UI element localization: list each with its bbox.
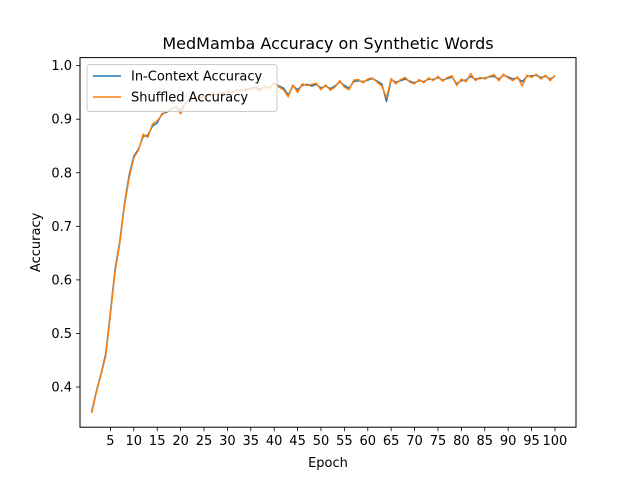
x-tick-label: 20 [172,434,189,449]
x-tick-label: 55 [336,434,353,449]
x-tick-label: 15 [149,434,166,449]
x-tick-label: 35 [243,434,260,449]
y-tick-label: 1.0 [51,59,72,74]
y-tick-label: 0.5 [51,327,72,342]
x-tick-label: 30 [219,434,236,449]
x-tick-label: 50 [313,434,330,449]
x-tick-label: 45 [289,434,306,449]
y-tick-label: 0.8 [51,166,72,181]
plot-border [79,57,577,428]
y-axis-label: Accuracy [29,212,44,272]
x-tick-label: 10 [126,434,143,449]
chart-title: MedMamba Accuracy on Synthetic Words [162,34,493,53]
y-tick-label: 0.7 [51,220,72,235]
x-tick-label: 5 [106,434,114,449]
x-tick-label: 90 [500,434,517,449]
x-tick-label: 65 [383,434,400,449]
y-tick-label: 0.4 [51,381,72,396]
legend-label-shuffled: Shuffled Accuracy [131,91,248,106]
legend: In-Context Accuracy Shuffled Accuracy [86,64,278,112]
x-tick-label: 100 [543,434,568,449]
x-tick-label: 95 [523,434,540,449]
x-tick-label: 85 [476,434,493,449]
plot-background [80,57,576,428]
x-axis-label: Epoch [308,456,348,471]
y-axis-ticks: 0.4 0.5 0.6 0.7 0.8 0.9 1.0 [51,59,80,396]
x-axis-ticks: 5 10 15 20 25 30 35 40 45 50 55 60 65 70 75 80 85 90 95 100 [106,427,567,449]
x-tick-label: 70 [406,434,423,449]
legend-box [86,64,278,112]
x-tick-label: 75 [430,434,447,449]
x-tick-label: 25 [196,434,213,449]
x-tick-label: 80 [453,434,470,449]
y-tick-label: 0.9 [51,113,72,128]
x-tick-label: 40 [266,434,283,449]
plot-area: 5 10 15 20 25 30 35 40 45 50 55 60 65 70 75 80 85 90 95 100… [51,57,577,449]
y-tick-label: 0.6 [51,273,72,288]
x-tick-label: 60 [360,434,377,449]
legend-label-in-context: In-Context Accuracy [131,70,262,85]
